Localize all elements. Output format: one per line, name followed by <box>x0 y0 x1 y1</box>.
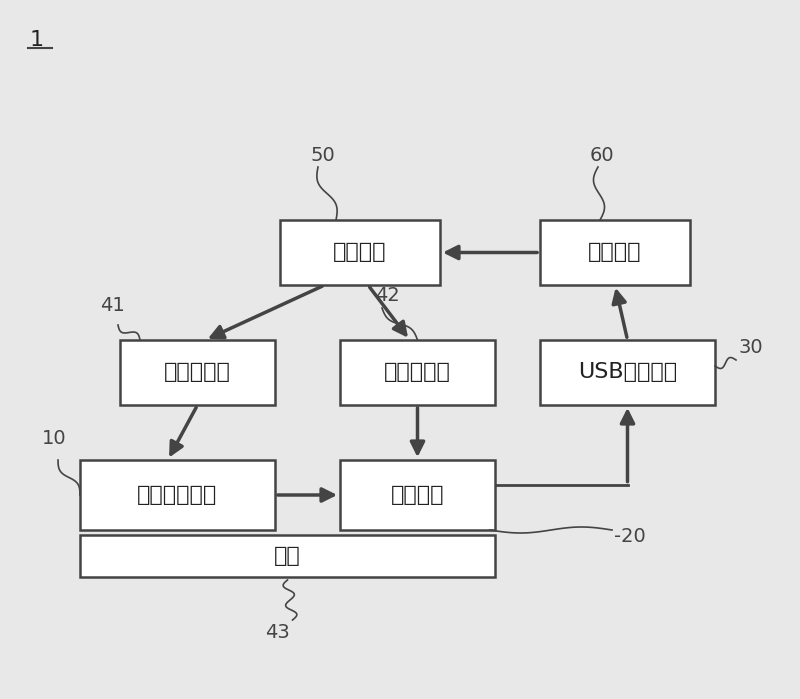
Bar <box>340 340 495 405</box>
Text: USB接口单元: USB接口单元 <box>578 363 677 382</box>
Text: 成像单元: 成像单元 <box>390 485 444 505</box>
Text: 第二微电机: 第二微电机 <box>384 363 451 382</box>
Text: -20: -20 <box>614 527 646 546</box>
Bar <box>80 460 275 530</box>
Bar <box>280 220 440 285</box>
Text: 41: 41 <box>100 296 125 315</box>
Text: 光学镜头单元: 光学镜头单元 <box>138 485 218 505</box>
Text: 50: 50 <box>310 146 334 165</box>
Text: 60: 60 <box>590 146 614 165</box>
Text: 10: 10 <box>42 429 66 448</box>
Bar <box>120 340 275 405</box>
Text: 第一微电机: 第一微电机 <box>164 363 231 382</box>
Bar <box>540 220 690 285</box>
Text: 30: 30 <box>738 338 762 357</box>
Text: 1: 1 <box>30 30 44 50</box>
Text: 42: 42 <box>375 286 400 305</box>
Bar <box>540 340 715 405</box>
Text: 43: 43 <box>265 623 290 642</box>
Bar <box>340 460 495 530</box>
Text: 显示单元: 显示单元 <box>588 243 642 263</box>
Text: 控制单元: 控制单元 <box>334 243 386 263</box>
Bar <box>80 535 495 577</box>
Text: 滑轨: 滑轨 <box>274 546 301 566</box>
